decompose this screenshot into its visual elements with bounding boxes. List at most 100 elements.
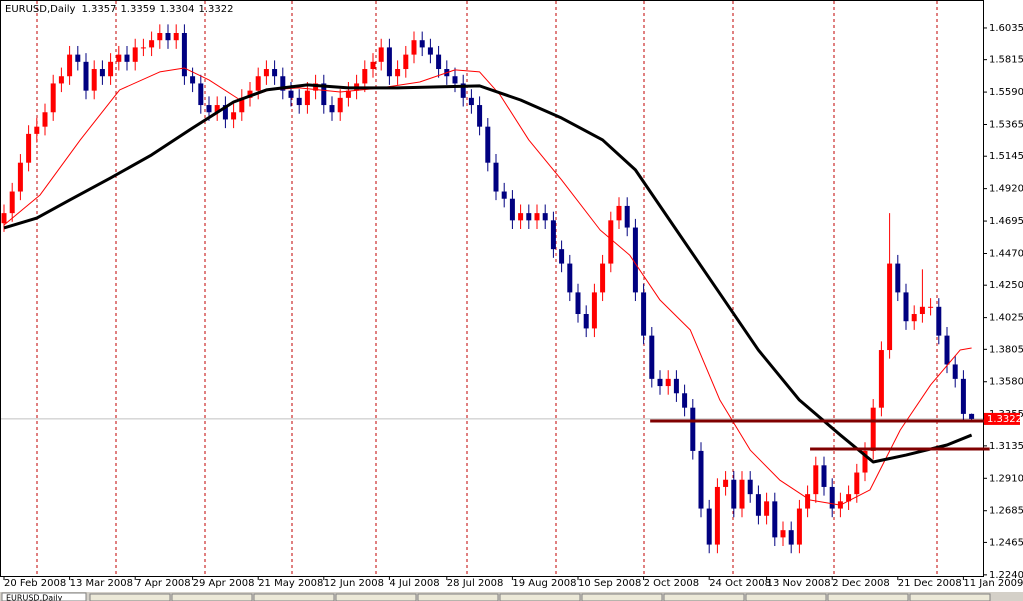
candle-body [960,378,966,414]
x-tick-label: 21 May 2008 [258,578,323,589]
candle-body [698,450,704,509]
candle-body [190,76,196,84]
candle-body [468,97,474,106]
candle-body [870,407,876,451]
candle-body [706,508,712,545]
candle-body [608,220,614,264]
candle-body [345,90,351,98]
y-tick-label: 1.2910 [989,473,1023,484]
candle-body [370,61,376,70]
y-tick-label: 1.4470 [989,248,1023,259]
candle-body [780,530,786,538]
y-tick-label: 1.4920 [989,184,1023,195]
candle-body [181,33,187,77]
x-tick-label: 29 Apr 2008 [193,578,255,589]
tab[interactable] [663,593,745,601]
candle-body [17,162,23,192]
candle-body [42,112,48,127]
candle-body [149,40,155,48]
candle-body [239,97,245,113]
y-tick-label: 1.3135 [989,441,1023,452]
candle-body [419,40,425,48]
candle-body [821,465,827,487]
candle-body [805,494,811,509]
x-tick-label: 7 Apr 2008 [135,578,190,589]
candle-body [641,292,647,336]
tab[interactable] [171,593,253,601]
candle-body [788,530,794,545]
candle-body [157,33,163,41]
candle-body [772,501,778,538]
tab[interactable] [499,593,581,601]
tab-bar: EURUSD,Daily [0,592,1023,601]
tab[interactable] [1,592,87,601]
candle-body [67,54,73,77]
open: 1.3357 [81,4,116,15]
candle-body [739,479,745,509]
candle-body [165,33,171,41]
candle-body [403,54,409,70]
candle-body [436,54,442,70]
candle-body [665,378,671,387]
candle-body [173,33,179,41]
candle-body [600,263,606,293]
x-tick-label: 13 Nov 2008 [767,578,831,589]
candle-body [255,76,261,91]
candle-body [690,407,696,451]
tab[interactable] [745,593,827,601]
y-tick-label: 1.5815 [989,55,1023,66]
candle-body [427,47,433,55]
candle-body [903,292,909,322]
y-tick-label: 1.5365 [989,120,1023,131]
candle-body [550,220,556,250]
candle-body [58,76,64,84]
y-tick-label: 1.3580 [989,377,1023,388]
tab[interactable] [253,593,335,601]
candle-body [231,112,237,120]
candle-body [321,83,327,106]
y-tick-label: 1.2240 [989,570,1023,581]
candle-body [895,263,901,293]
candle-body [542,213,548,221]
tab[interactable] [335,593,417,601]
x-tick-label: 19 Aug 2008 [512,578,576,589]
tab[interactable] [827,593,909,601]
candle-body [567,263,573,293]
x-tick-label: 24 Oct 2008 [709,578,771,589]
tab[interactable] [581,593,663,601]
tab[interactable] [89,593,171,601]
candle-body [296,97,302,106]
x-tick-label: 4 Jul 2008 [389,578,439,589]
candle-body [50,83,56,113]
candle-body [936,306,942,336]
candle-body [9,191,15,214]
candle-body [764,501,770,516]
x-tick-label: 21 Dec 2008 [898,578,962,589]
x-tick-label: 28 Jul 2008 [447,578,504,589]
candle-body [969,413,975,419]
candle-body [878,350,884,408]
candle-body [649,335,655,379]
candle-body [518,213,524,221]
bid-label: 1.3322 [987,414,1022,425]
candle-body [796,508,802,545]
x-tick-label: 12 Jun 2008 [324,578,384,589]
candle-body [501,191,507,199]
candle-body [247,90,253,98]
tab[interactable] [417,593,499,601]
candle-body [386,47,392,77]
candle-body [862,450,868,473]
x-tick-label: 10 Sep 2008 [578,578,641,589]
candle-body [887,263,893,351]
candle-body [116,54,122,62]
candle-body [75,54,81,62]
candle-body [198,83,204,106]
candle-body [928,306,934,308]
x-tick-label: 20 Feb 2008 [4,578,66,589]
tab[interactable] [909,593,991,601]
candle-body [26,133,32,163]
candle-body [280,76,286,91]
